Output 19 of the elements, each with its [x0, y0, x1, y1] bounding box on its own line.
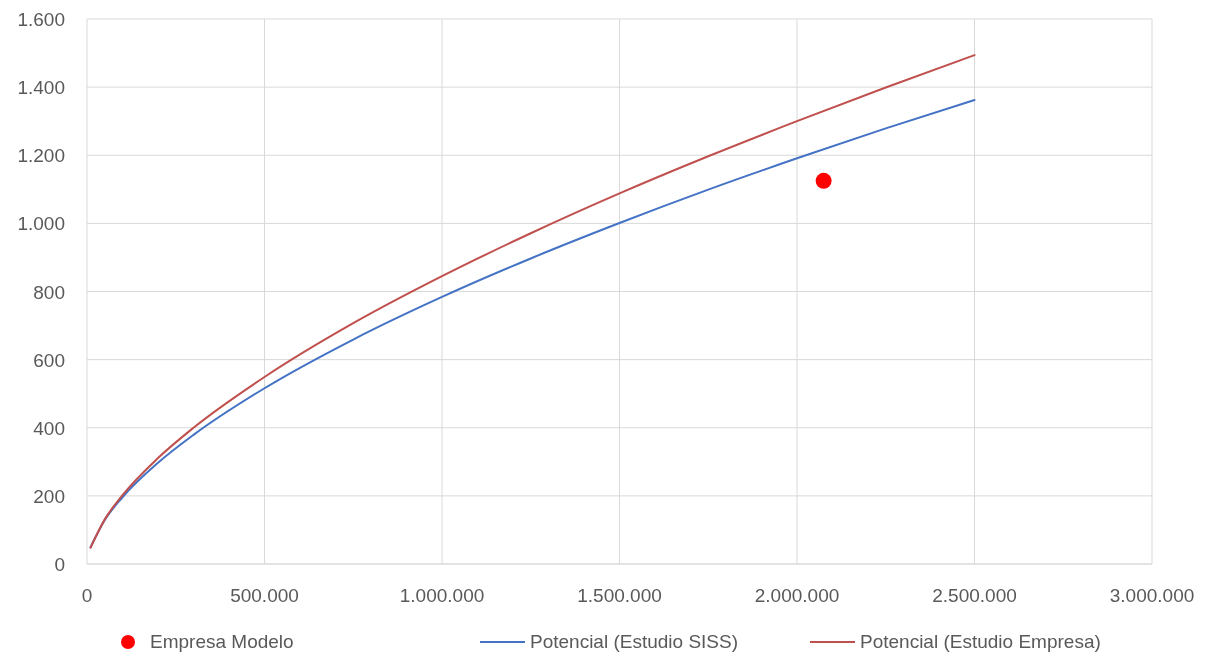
legend-label: Empresa Modelo [150, 631, 294, 652]
y-tick-label: 600 [33, 349, 65, 371]
legend-label: Potencial (Estudio Empresa) [860, 631, 1101, 652]
y-tick-label: 1.000 [17, 213, 65, 235]
y-tick-label: 800 [33, 281, 65, 303]
x-tick-label: 1.000.000 [399, 585, 485, 606]
y-tick-label: 1.600 [17, 9, 65, 30]
legend-label: Potencial (Estudio SISS) [530, 631, 739, 652]
x-tick-label: 3.000.000 [1109, 585, 1195, 606]
y-tick-label: 1.400 [17, 77, 65, 99]
x-tick-label: 1.500.000 [577, 585, 662, 606]
y-tick-label: 0 [54, 554, 65, 575]
y-tick-label: 400 [33, 417, 65, 439]
y-tick-label: 1.200 [17, 145, 65, 167]
x-tick-label: 500.000 [230, 585, 299, 606]
x-tick-label: 0 [81, 585, 93, 606]
y-tick-label: 200 [33, 485, 65, 507]
x-tick-label: 2.500.000 [932, 585, 1017, 606]
x-tick-label: 2.000.000 [754, 585, 840, 606]
